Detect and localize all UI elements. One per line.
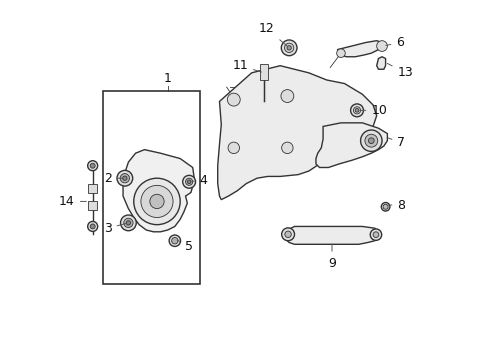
Circle shape — [360, 130, 381, 152]
Polygon shape — [337, 41, 381, 57]
Circle shape — [90, 163, 95, 168]
Text: 9: 9 — [327, 244, 335, 270]
Circle shape — [381, 203, 389, 211]
Circle shape — [171, 238, 178, 244]
Circle shape — [336, 49, 345, 58]
Bar — [103, 91, 200, 284]
Circle shape — [87, 161, 98, 171]
Circle shape — [281, 228, 294, 241]
Text: 7: 7 — [387, 136, 405, 149]
Circle shape — [87, 221, 98, 231]
Text: 8: 8 — [387, 198, 405, 212]
Circle shape — [122, 176, 127, 180]
Text: 5: 5 — [177, 240, 192, 253]
Bar — [88, 202, 97, 210]
Circle shape — [123, 218, 133, 228]
Circle shape — [281, 142, 292, 154]
Circle shape — [286, 46, 291, 50]
Circle shape — [187, 180, 190, 184]
Circle shape — [376, 41, 386, 51]
Text: 13: 13 — [386, 63, 412, 79]
Polygon shape — [376, 57, 385, 69]
Circle shape — [134, 178, 180, 225]
Circle shape — [141, 185, 173, 217]
Circle shape — [364, 134, 377, 147]
Polygon shape — [217, 66, 376, 200]
Circle shape — [227, 142, 239, 154]
Circle shape — [372, 232, 378, 238]
Circle shape — [185, 178, 192, 185]
Circle shape — [284, 43, 293, 53]
Circle shape — [353, 107, 360, 114]
Text: 14: 14 — [59, 195, 86, 208]
Circle shape — [281, 40, 296, 56]
Circle shape — [149, 194, 164, 208]
Circle shape — [354, 109, 358, 112]
Text: 6: 6 — [385, 36, 404, 49]
Text: 1: 1 — [163, 72, 171, 85]
Circle shape — [281, 90, 293, 103]
Polygon shape — [285, 226, 378, 244]
Circle shape — [169, 235, 180, 247]
Circle shape — [382, 204, 387, 209]
Circle shape — [227, 93, 240, 106]
Circle shape — [285, 231, 291, 238]
Circle shape — [367, 138, 373, 144]
Text: 12: 12 — [259, 22, 286, 46]
Bar — [88, 184, 97, 193]
Circle shape — [90, 224, 95, 229]
Text: 10: 10 — [359, 104, 386, 117]
Circle shape — [121, 215, 136, 231]
Polygon shape — [123, 150, 194, 232]
Circle shape — [126, 221, 130, 225]
Circle shape — [120, 174, 129, 183]
Circle shape — [350, 104, 363, 117]
Bar — [260, 64, 267, 80]
Text: 11: 11 — [232, 59, 261, 72]
Text: 4: 4 — [191, 174, 207, 186]
Polygon shape — [315, 123, 386, 167]
Circle shape — [117, 170, 132, 186]
Text: 2: 2 — [103, 172, 123, 185]
Circle shape — [369, 229, 381, 240]
Text: 3: 3 — [103, 222, 125, 235]
Circle shape — [183, 175, 195, 188]
